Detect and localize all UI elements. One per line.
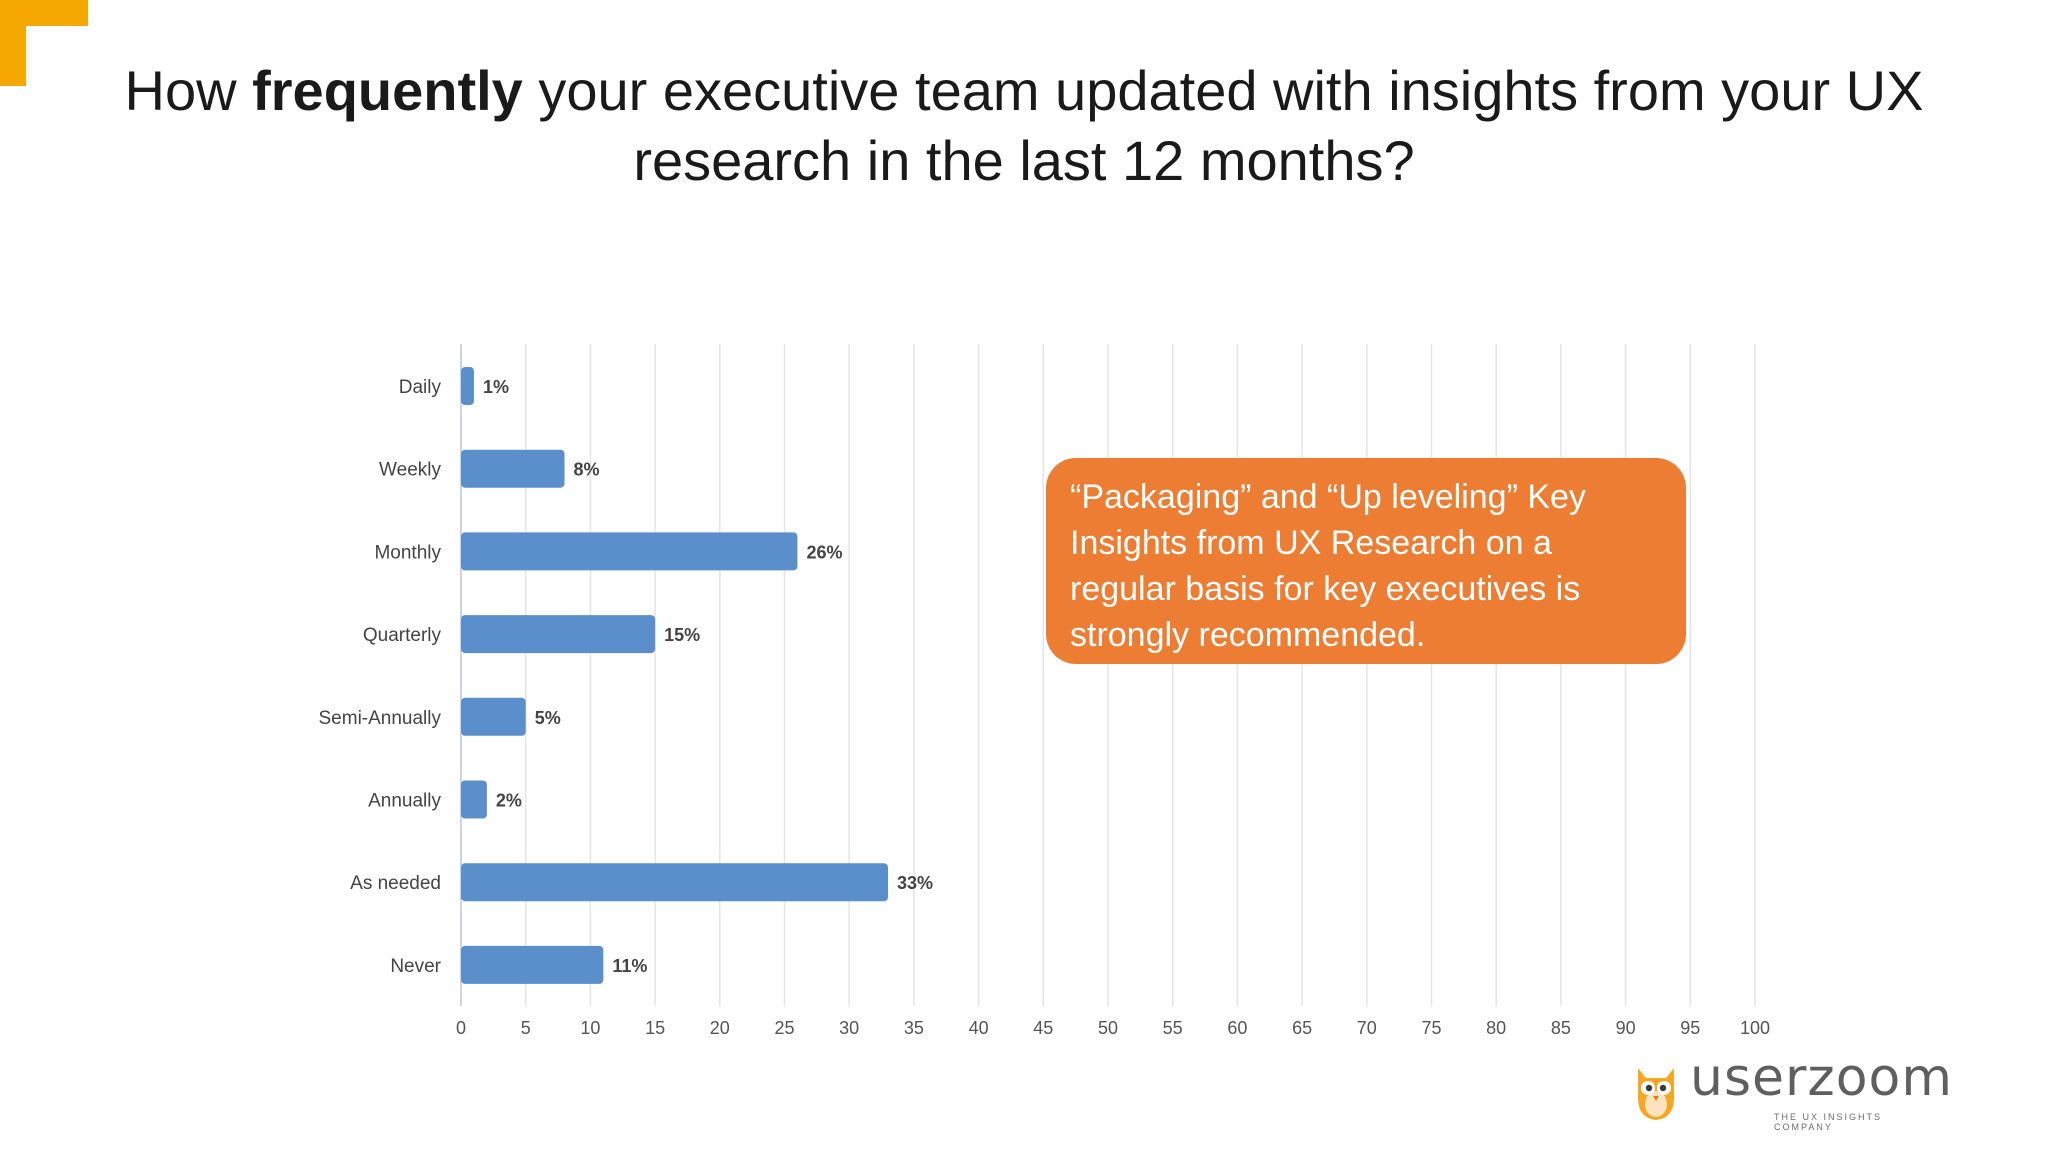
bar xyxy=(461,697,526,736)
title-start: How xyxy=(124,59,253,122)
category-label: Daily xyxy=(399,377,442,398)
data-label: 5% xyxy=(535,708,561,728)
x-tick-label: 60 xyxy=(1227,1018,1247,1038)
data-label: 1% xyxy=(483,377,509,397)
x-tick-label: 10 xyxy=(580,1018,600,1038)
category-label: Weekly xyxy=(379,460,441,481)
x-tick-label: 65 xyxy=(1292,1018,1312,1038)
x-tick-label: 90 xyxy=(1616,1018,1636,1038)
category-label: As needed xyxy=(350,873,441,894)
x-tick-label: 70 xyxy=(1357,1018,1377,1038)
logo-wordmark: userzoom xyxy=(1690,1048,1953,1108)
category-label: Annually xyxy=(368,791,441,812)
x-tick-label: 5 xyxy=(521,1018,531,1038)
x-tick-label: 0 xyxy=(456,1018,466,1038)
x-tick-label: 100 xyxy=(1740,1018,1770,1038)
callout-box: “Packaging” and “Up leveling” Key Insigh… xyxy=(1046,458,1686,664)
corner-accent xyxy=(0,0,88,86)
category-label: Semi-Annually xyxy=(319,708,442,729)
category-label: Monthly xyxy=(374,542,441,563)
x-tick-label: 75 xyxy=(1421,1018,1441,1038)
x-tick-label: 85 xyxy=(1551,1018,1571,1038)
data-label: 33% xyxy=(897,873,933,893)
owl-icon xyxy=(1638,1068,1674,1120)
bar xyxy=(461,532,798,571)
bar xyxy=(461,449,565,488)
x-tick-label: 55 xyxy=(1163,1018,1183,1038)
category-label: Quarterly xyxy=(363,625,442,646)
x-tick-label: 20 xyxy=(710,1018,730,1038)
data-label: 11% xyxy=(612,956,647,976)
x-tick-label: 80 xyxy=(1486,1018,1506,1038)
x-tick-label: 25 xyxy=(774,1018,794,1038)
x-tick-label: 95 xyxy=(1680,1018,1700,1038)
bar xyxy=(461,945,604,984)
data-label: 2% xyxy=(496,791,522,811)
x-tick-label: 35 xyxy=(904,1018,924,1038)
data-label: 8% xyxy=(574,460,600,480)
data-label: 15% xyxy=(664,625,700,645)
x-tick-label: 50 xyxy=(1098,1018,1118,1038)
x-tick-label: 15 xyxy=(645,1018,665,1038)
data-label: 26% xyxy=(806,542,842,562)
slide-title: How frequently your executive team updat… xyxy=(120,56,1928,196)
userzoom-logo: userzoom THE UX INSIGHTS COMPANY xyxy=(1630,1048,1952,1132)
title-end: your executive team updated with insight… xyxy=(522,59,1924,192)
x-tick-label: 45 xyxy=(1033,1018,1053,1038)
category-label: Never xyxy=(390,956,441,977)
bar xyxy=(461,615,656,654)
bar xyxy=(461,367,474,405)
x-tick-label: 30 xyxy=(839,1018,859,1038)
logo-tagline: THE UX INSIGHTS COMPANY xyxy=(1774,1112,1883,1132)
bar xyxy=(461,863,889,902)
bar xyxy=(461,780,487,819)
title-emphasis: frequently xyxy=(252,59,523,122)
x-tick-label: 40 xyxy=(969,1018,989,1038)
